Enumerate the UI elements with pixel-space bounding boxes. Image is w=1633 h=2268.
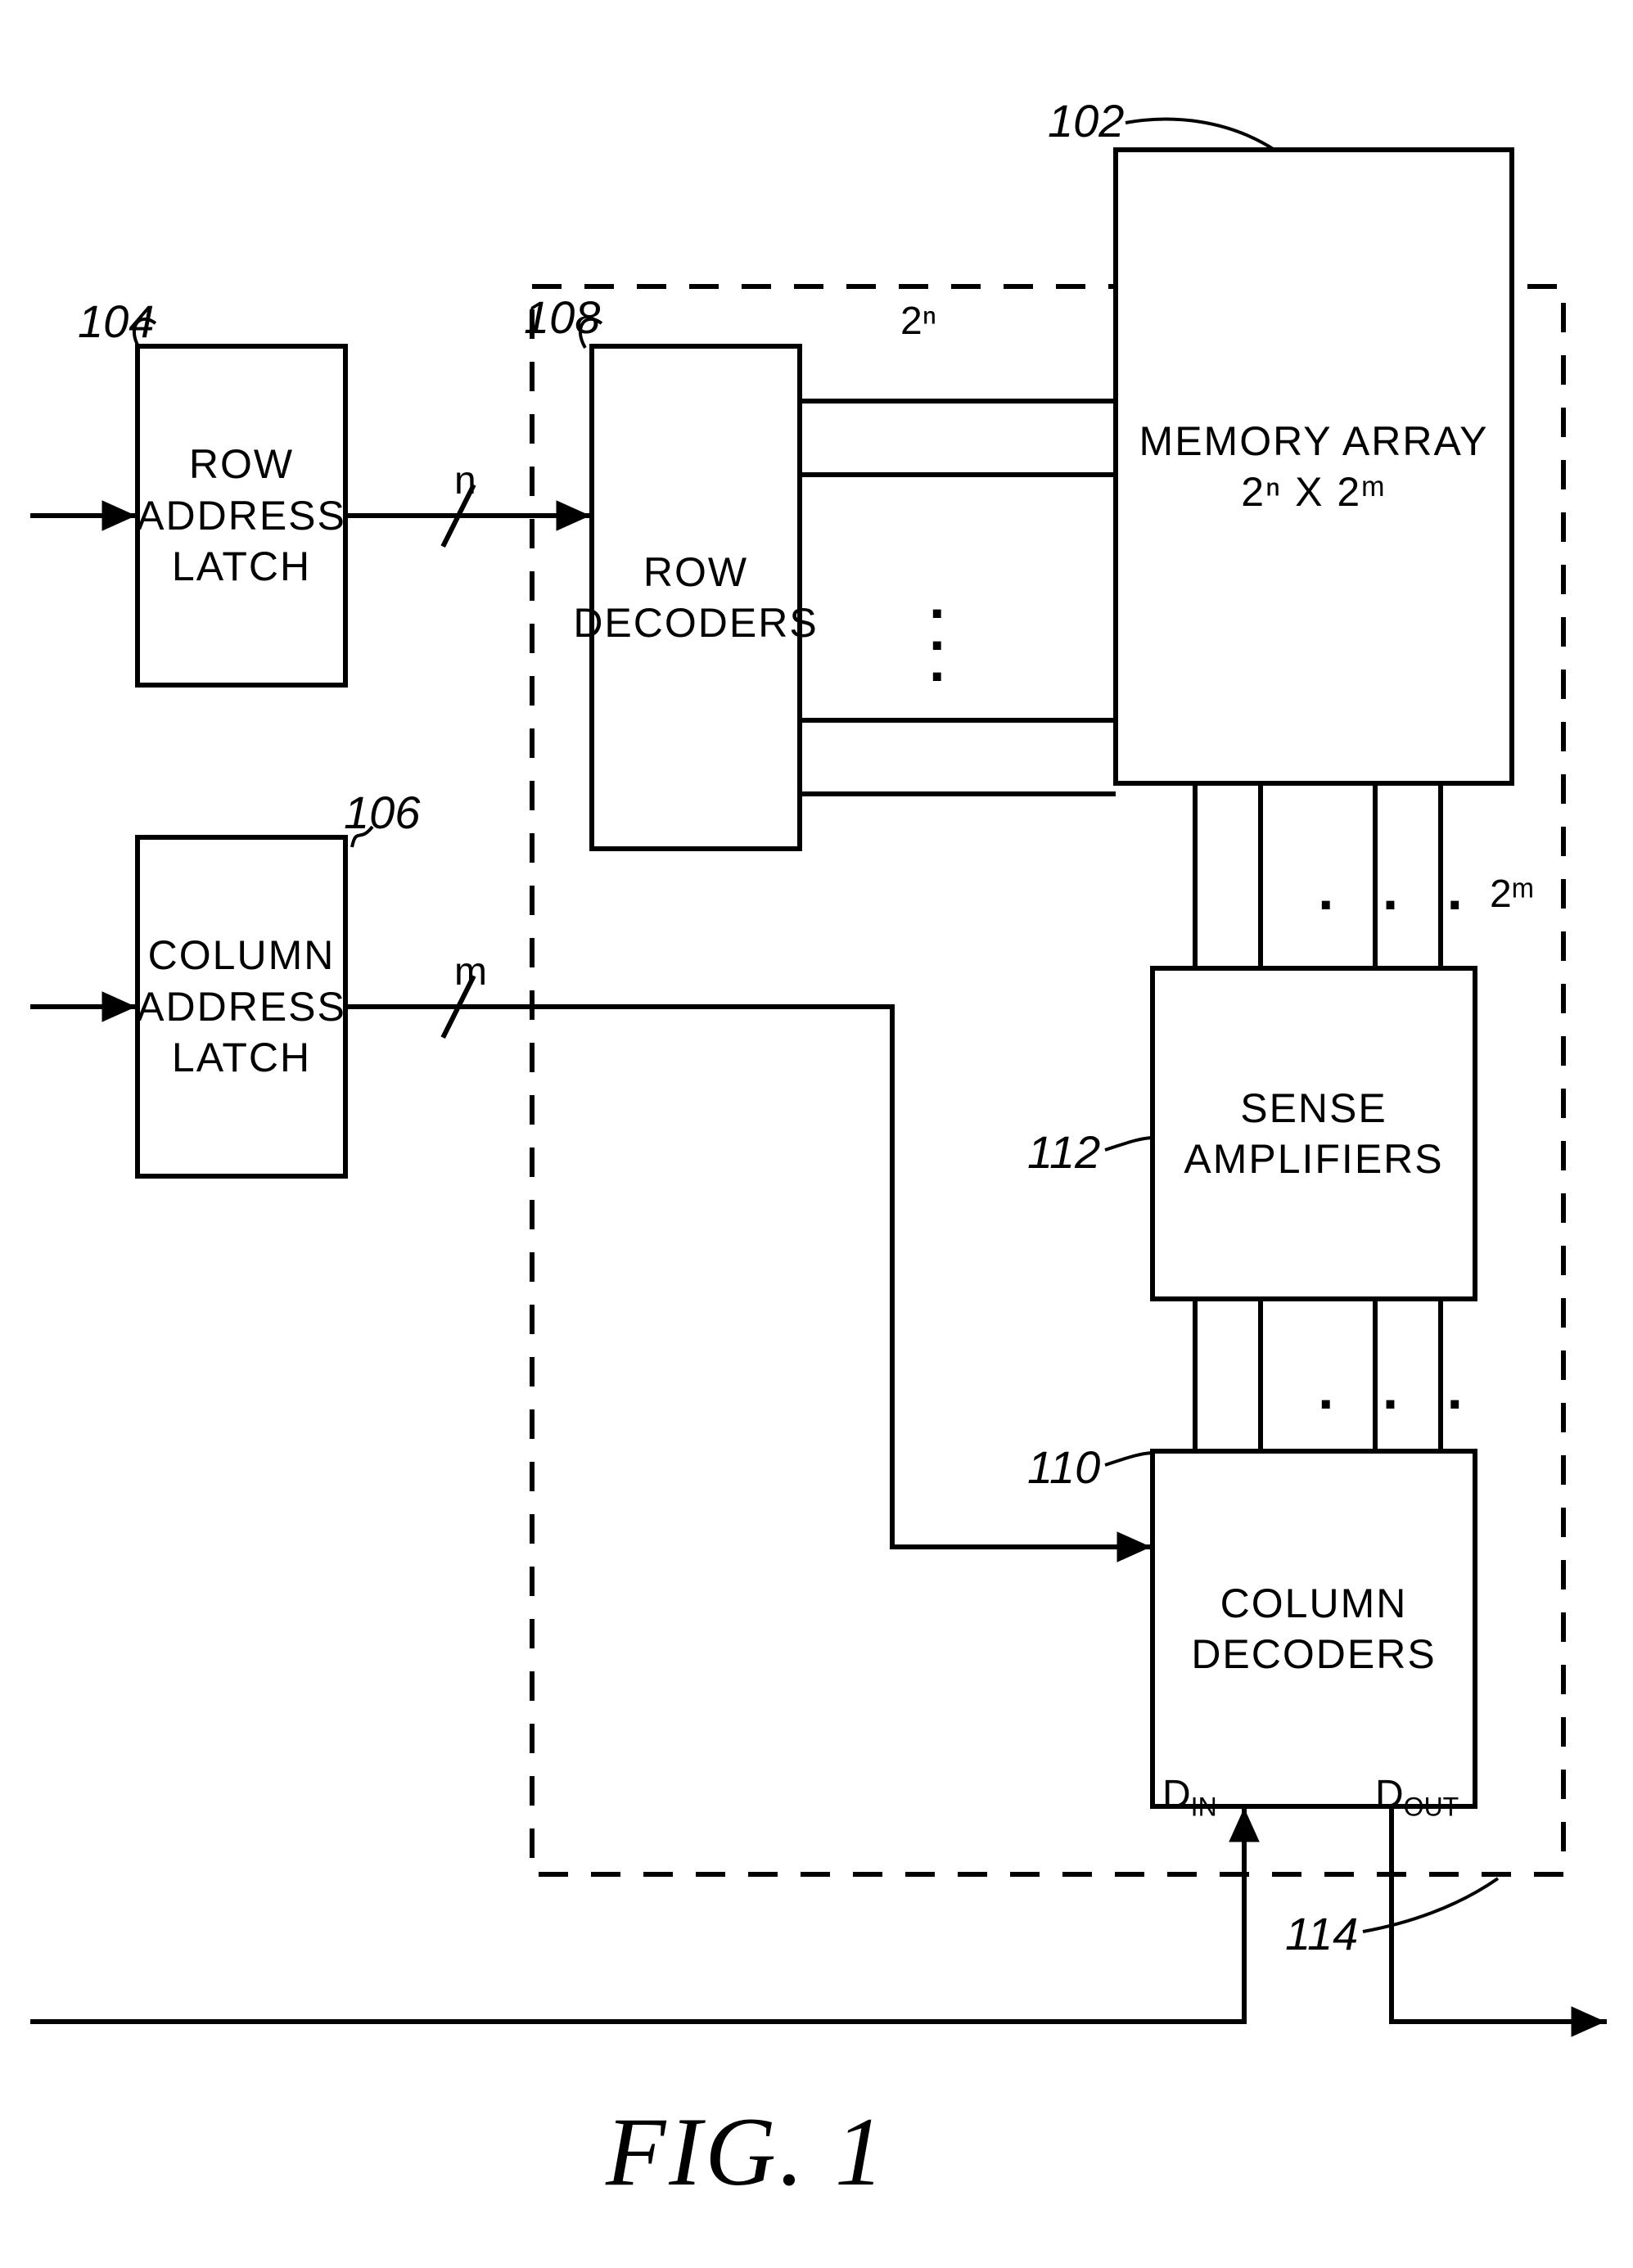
- block-label-line: LATCH: [172, 541, 311, 593]
- ref-112: 112: [1027, 1125, 1100, 1179]
- ellipsis-row-bus: · · ·: [929, 597, 948, 692]
- block-label-line: AMPLIFIERS: [1184, 1134, 1443, 1185]
- ref-110: 110: [1027, 1441, 1100, 1494]
- block-label-line: 2ⁿ X 2ᵐ: [1241, 467, 1387, 518]
- ref-102: 102: [1048, 94, 1124, 147]
- block-label-line: LATCH: [172, 1032, 311, 1084]
- diagram-stage: ROWADDRESSLATCH COLUMNADDRESSLATCH ROWDE…: [0, 0, 1633, 2268]
- block-label-line: DECODERS: [573, 597, 818, 649]
- block-label-line: ROW: [189, 439, 294, 490]
- ref-104: 104: [78, 295, 154, 348]
- ellipsis-col-bus-lower: · · ·: [1318, 1375, 1481, 1432]
- memory-array-block: MEMORY ARRAY2ⁿ X 2ᵐ: [1113, 147, 1514, 786]
- block-label-line: COLUMN: [1220, 1578, 1408, 1630]
- row-address-latch-block: ROWADDRESSLATCH: [135, 344, 348, 688]
- block-label-line: DECODERS: [1191, 1629, 1436, 1680]
- block-label-line: ROW: [643, 547, 748, 598]
- block-label-line: MEMORY ARRAY: [1139, 416, 1489, 467]
- row-decoders-block: ROWDECODERS: [589, 344, 802, 851]
- bus-label-2n: 2ⁿ: [900, 299, 936, 344]
- ref-114: 114: [1285, 1907, 1358, 1960]
- bus-label-n: n: [454, 458, 476, 503]
- block-label-line: COLUMN: [148, 930, 336, 981]
- bus-label-2m: 2ᵐ: [1490, 872, 1534, 917]
- sense-amplifiers-block: SENSEAMPLIFIERS: [1150, 966, 1477, 1301]
- block-label-line: ADDRESS: [137, 981, 346, 1033]
- figure-caption: FIG. 1: [606, 2095, 887, 2208]
- ellipsis-col-bus-upper: · · ·: [1318, 876, 1481, 933]
- block-label-line: SENSE: [1240, 1083, 1387, 1134]
- d-out-label: DOUT: [1375, 1772, 1459, 1823]
- d-in-label: DIN: [1162, 1772, 1217, 1823]
- bus-label-m: m: [454, 949, 487, 994]
- ref-106: 106: [344, 786, 420, 839]
- column-decoders-block: COLUMNDECODERS: [1150, 1449, 1477, 1809]
- column-address-latch-block: COLUMNADDRESSLATCH: [135, 835, 348, 1179]
- block-label-line: ADDRESS: [137, 490, 346, 542]
- ref-108: 108: [524, 291, 600, 344]
